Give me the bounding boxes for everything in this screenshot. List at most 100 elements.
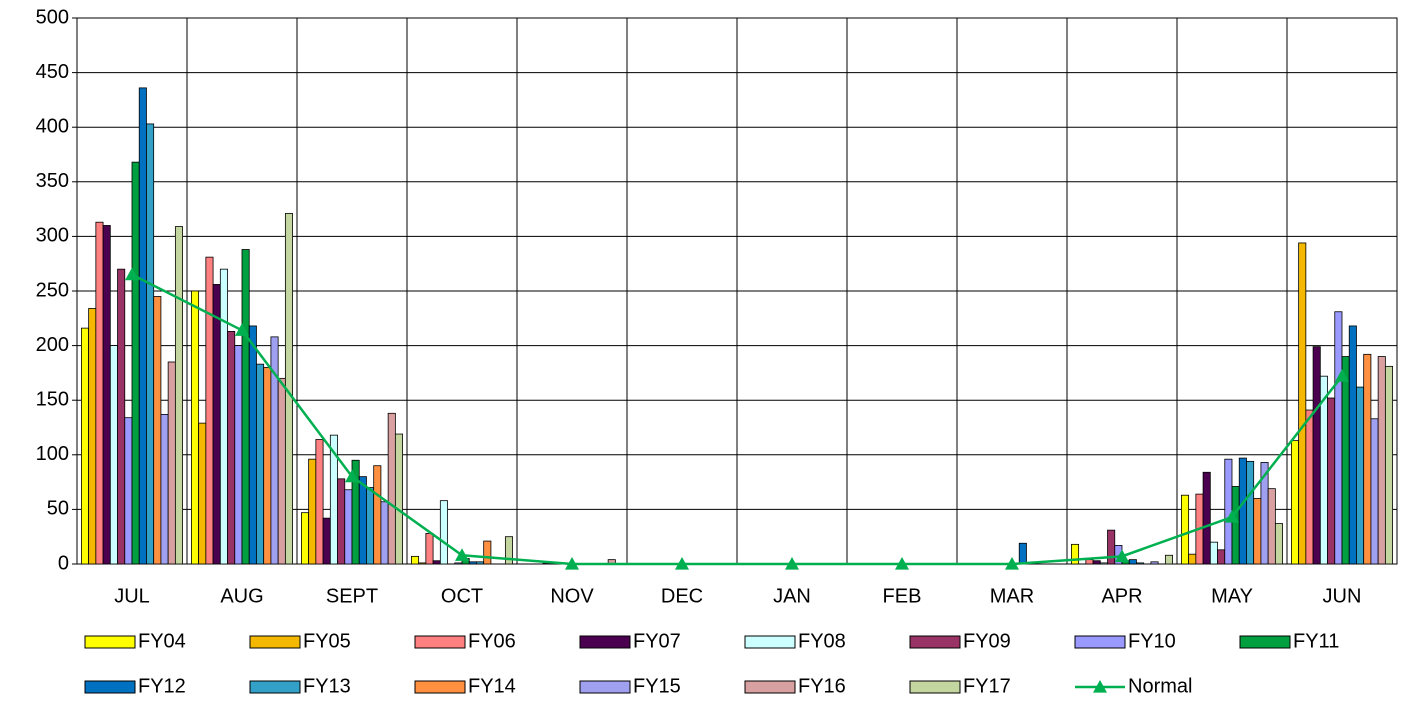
bar [190, 290, 200, 565]
bar [131, 161, 140, 565]
line [131, 273, 1343, 566]
bar [160, 413, 169, 565]
bar [248, 325, 257, 565]
bar [454, 562, 463, 565]
y-tick-label: 350 [36, 170, 69, 192]
line-marker [235, 323, 249, 336]
bar [174, 226, 184, 565]
y-tick-label: 400 [36, 115, 69, 137]
legend-label: FY16 [798, 675, 846, 697]
bar [394, 433, 404, 565]
y-tick-label: 200 [36, 334, 69, 356]
bar [1099, 562, 1108, 565]
bar [81, 327, 90, 565]
bar [102, 225, 111, 565]
x-tick-label: JUN [1323, 585, 1362, 607]
legend-swatch [1239, 635, 1291, 649]
bar [117, 268, 126, 565]
legend-marker [1093, 680, 1107, 693]
line-marker [1335, 369, 1349, 382]
bar [1231, 486, 1240, 565]
line-marker [345, 469, 359, 483]
bar [198, 422, 207, 565]
legend-swatch [414, 680, 466, 694]
bar [1092, 560, 1101, 565]
bar [1348, 325, 1357, 565]
bar [1291, 440, 1300, 565]
bar [1150, 561, 1159, 565]
x-tick-label: APR [1101, 585, 1142, 607]
line-marker [675, 557, 689, 570]
legend-label: FY10 [1128, 630, 1176, 652]
y-tick-label: 50 [47, 498, 69, 520]
bar [373, 465, 382, 565]
legend-label: Normal [1128, 675, 1192, 697]
bar [109, 345, 118, 565]
bar [1327, 397, 1336, 565]
line-marker [785, 557, 799, 570]
bar [205, 256, 214, 565]
bar [1188, 553, 1197, 565]
y-tick-label: 250 [36, 279, 69, 301]
bar [1238, 457, 1247, 565]
bar [483, 540, 492, 565]
legend-label: FY13 [303, 675, 351, 697]
legend-swatch [414, 635, 466, 649]
x-tick-label: OCT [441, 585, 483, 607]
bar [468, 561, 477, 565]
bar [1377, 356, 1386, 565]
bar [1164, 554, 1174, 565]
bar [1334, 311, 1343, 565]
legend-label: FY14 [468, 675, 516, 697]
bar [358, 476, 367, 565]
legend-label: FY15 [633, 675, 681, 697]
legend-label: FY05 [303, 630, 351, 652]
x-tick-label: JAN [773, 585, 811, 607]
bar [153, 296, 162, 565]
bar [380, 501, 389, 565]
legend-swatch [744, 680, 796, 694]
bar [1136, 562, 1145, 565]
legend-label: FY11 [1293, 630, 1339, 652]
bar [418, 562, 427, 565]
bar [1363, 353, 1372, 565]
bar [410, 555, 420, 565]
bar [344, 489, 353, 565]
bar [234, 345, 243, 565]
bar [1253, 498, 1262, 565]
bar [1341, 356, 1350, 565]
bar [241, 249, 250, 565]
legend-label: FY06 [468, 630, 516, 652]
legend-label: FY17 [963, 675, 1011, 697]
x-tick-label: SEPT [326, 585, 378, 607]
bar [439, 500, 448, 565]
bar [1085, 559, 1094, 565]
bar [277, 377, 286, 565]
bar [95, 221, 104, 565]
bar [1274, 523, 1284, 565]
y-tick-label: 0 [58, 552, 69, 574]
bar [88, 308, 97, 565]
bar [138, 87, 147, 565]
bar [432, 560, 441, 565]
legend-swatch [249, 680, 301, 694]
bar [387, 412, 396, 565]
line-marker [1115, 549, 1129, 562]
y-tick-label: 150 [36, 388, 69, 410]
legend-swatch [744, 635, 796, 649]
legend-swatch [579, 680, 631, 694]
bar [1018, 542, 1027, 565]
bar [1071, 543, 1080, 565]
bar [256, 363, 265, 565]
bar [1305, 409, 1314, 565]
bar [476, 561, 485, 565]
line-marker [1225, 510, 1239, 523]
bar [1217, 549, 1226, 565]
bar [1107, 529, 1116, 565]
bar [146, 123, 155, 565]
legend-swatch [1074, 635, 1126, 649]
bar [300, 512, 310, 565]
bar [212, 284, 221, 565]
bar [337, 478, 346, 565]
bar [366, 487, 375, 565]
